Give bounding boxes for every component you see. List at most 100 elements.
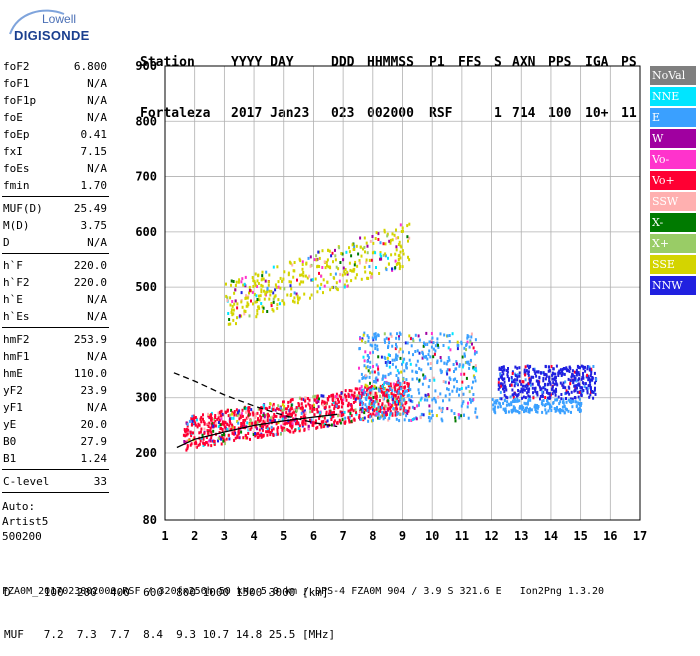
echo-point	[214, 419, 217, 423]
echo-point	[510, 377, 513, 381]
echo-point	[231, 412, 234, 416]
echo-point	[391, 387, 394, 391]
echo-point	[206, 431, 209, 435]
echo-point	[528, 395, 531, 399]
echo-point	[449, 348, 452, 352]
param-group-profile: hmF2 253.9 hmF1 N/A hmE 110.0 yF2 23.9 yF1 N/…	[2, 331, 109, 467]
echo-point	[396, 369, 399, 373]
echo-point	[512, 405, 515, 409]
echo-point	[191, 422, 194, 426]
echo-point	[371, 251, 374, 255]
echo-point	[430, 338, 433, 342]
echo-point	[248, 291, 250, 295]
param-row: fmin 1.70	[2, 177, 109, 194]
echo-point	[353, 245, 356, 249]
echo-point	[392, 407, 395, 411]
echo-point	[373, 335, 376, 339]
echo-point	[547, 409, 550, 413]
echo-point	[565, 397, 567, 400]
echo-point	[205, 441, 208, 444]
echo-point	[244, 434, 247, 438]
echo-point	[277, 280, 280, 284]
echo-point	[580, 393, 583, 397]
echo-point	[323, 260, 326, 264]
echo-point	[379, 409, 382, 413]
echo-point	[564, 407, 567, 411]
echo-point	[404, 390, 407, 394]
echo-point	[353, 391, 356, 395]
echo-point	[381, 411, 384, 415]
echo-point	[554, 393, 557, 397]
echo-point	[536, 410, 539, 414]
echo-point	[361, 403, 364, 407]
echo-point	[363, 331, 366, 335]
echo-point	[424, 355, 427, 359]
echo-point	[568, 365, 571, 369]
echo-point	[518, 379, 521, 383]
echo-point	[238, 412, 241, 416]
x-tick-label: 14	[544, 529, 558, 543]
echo-point	[515, 382, 518, 386]
echo-point	[519, 405, 521, 409]
echo-point	[276, 427, 279, 431]
echo-point	[245, 294, 248, 298]
echo-point	[292, 299, 294, 303]
echo-point	[436, 359, 439, 363]
echo-point	[497, 383, 500, 387]
echo-point	[395, 407, 398, 411]
autoscaling-info: Auto: Artist5 500200	[2, 499, 109, 544]
echo-point	[375, 335, 378, 339]
echo-point	[521, 407, 524, 411]
echo-point	[230, 311, 233, 314]
echo-point	[217, 437, 220, 441]
echo-point	[338, 279, 341, 283]
echo-point	[240, 412, 243, 416]
echo-point	[232, 280, 235, 283]
echo-point	[548, 396, 551, 400]
echo-point	[311, 404, 314, 408]
echo-point	[320, 423, 323, 427]
echo-point	[571, 369, 574, 373]
echo-point	[369, 412, 372, 416]
echo-point	[431, 414, 434, 417]
echo-point	[382, 253, 385, 257]
echo-point	[311, 407, 314, 411]
echo-point	[266, 287, 269, 291]
echo-point	[223, 433, 225, 436]
echo-point	[492, 403, 495, 407]
echo-point	[273, 414, 276, 418]
echo-point	[304, 396, 307, 400]
echo-point	[377, 232, 380, 236]
echo-point	[265, 426, 268, 429]
echo-point	[554, 409, 557, 413]
echo-point	[259, 294, 262, 298]
echo-point	[412, 339, 415, 343]
echo-point	[298, 296, 301, 300]
echo-point	[292, 275, 295, 279]
echo-point	[316, 410, 319, 414]
echo-point	[456, 347, 459, 351]
echo-point	[356, 394, 359, 398]
echo-point	[281, 420, 284, 424]
echo-point	[359, 245, 362, 249]
echo-point	[270, 304, 273, 308]
echo-point	[236, 411, 239, 415]
echo-point	[456, 340, 459, 344]
echo-point	[226, 296, 229, 300]
echo-point	[496, 399, 499, 403]
echo-point	[524, 378, 527, 382]
echo-point	[353, 248, 356, 251]
echo-point	[506, 373, 509, 377]
echo-point	[424, 375, 427, 379]
echo-point	[268, 289, 271, 293]
echo-point	[533, 367, 536, 371]
echo-point	[199, 417, 202, 421]
echo-point	[366, 334, 369, 338]
echo-point	[244, 310, 247, 313]
echo-point	[374, 343, 377, 347]
echo-point	[337, 267, 340, 271]
header-value-axn: 714	[512, 106, 536, 121]
echo-point	[588, 368, 591, 372]
echo-point	[223, 420, 226, 424]
echo-point	[439, 332, 442, 336]
